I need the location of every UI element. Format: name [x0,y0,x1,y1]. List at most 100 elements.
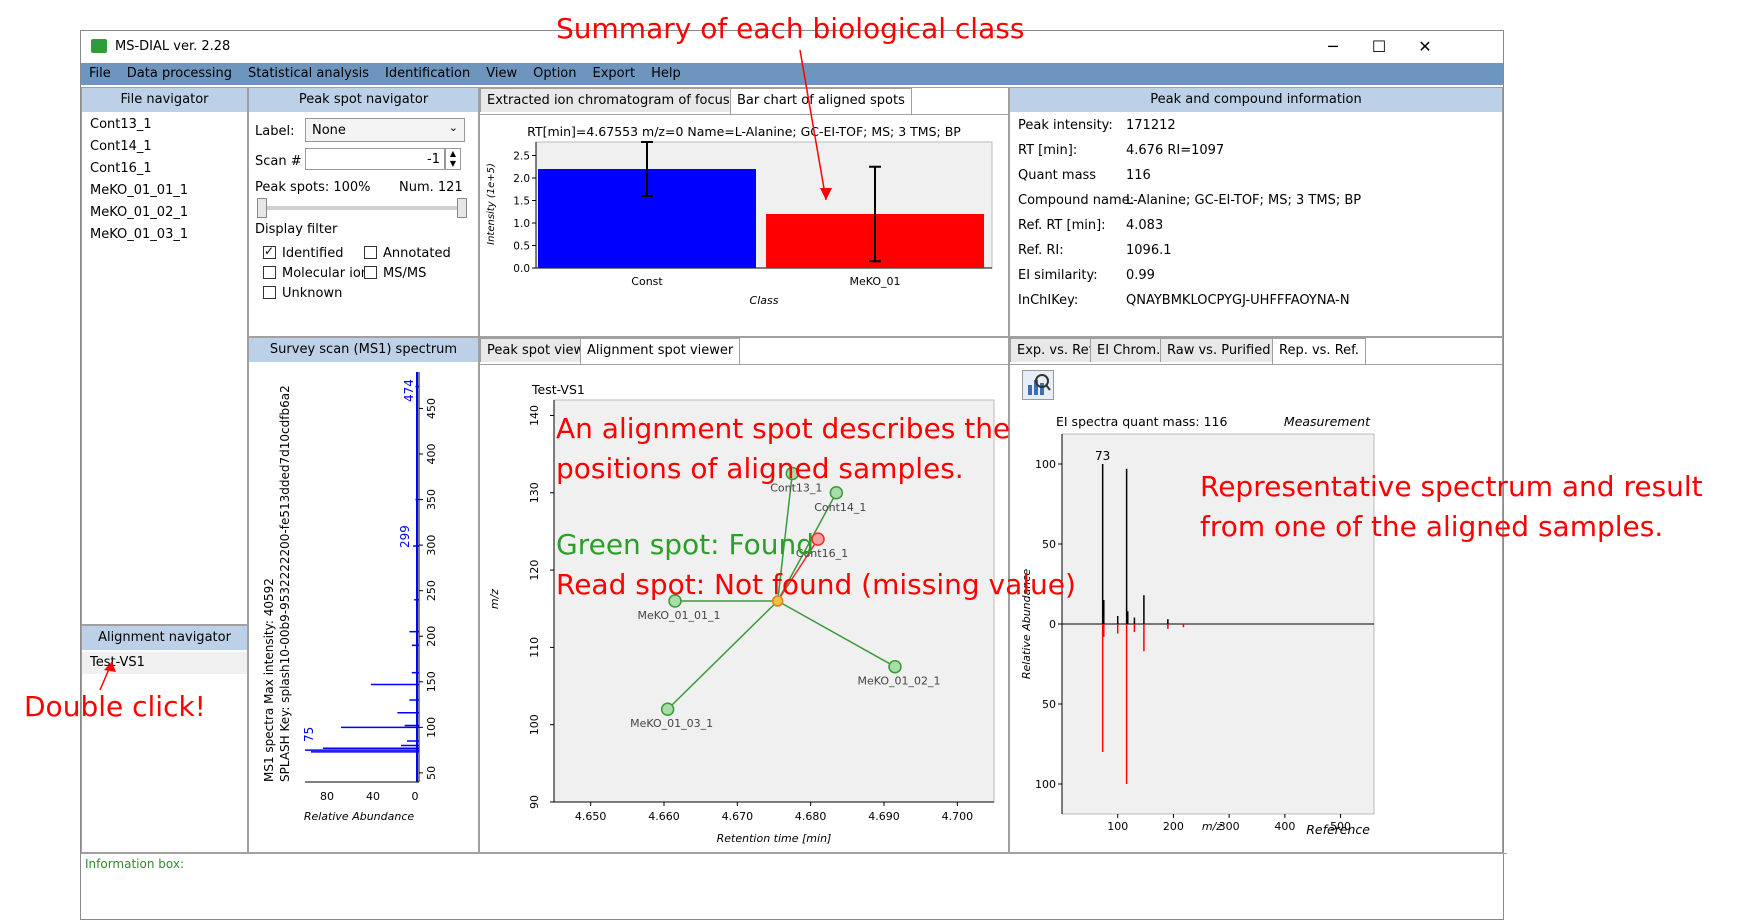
info-key: Ref. RI: [1018,243,1064,258]
spectrum-title: EI spectra quant mass: 116 [1056,414,1228,429]
menu-file[interactable]: File [89,66,111,81]
file-item[interactable]: MeKO_01_01_1 [90,183,189,198]
spec-y-tick-label: 50 [1042,698,1056,711]
sample-spot [829,486,844,500]
info-value: L-Alanine; GC-EI-TOF; MS; 3 TMS; BP [1126,193,1362,208]
filter-molecular-ion[interactable]: Molecular ion [263,266,369,281]
checkbox-icon[interactable] [263,266,276,279]
peak-spot-range-slider[interactable] [259,206,463,210]
filter-msms[interactable]: MS/MS [364,266,426,281]
alignment-navigator-panel: Alignment navigator Test-VS1 [81,625,248,853]
annotation-representative-line2: from one of the aligned samples. [1200,510,1664,543]
sample-spot [811,532,825,546]
menu-view[interactable]: View [486,66,518,81]
chevron-down-icon: ⌄ [448,121,458,134]
menu-export[interactable]: Export [592,66,636,81]
file-item[interactable]: Cont16_1 [90,161,152,176]
alignment-link [777,600,896,668]
maximize-button[interactable]: ☐ [1371,37,1387,56]
annotation-red-spot: Read spot: Not found (missing value) [556,568,1076,601]
scan-stepper[interactable]: ▲ ▼ [445,148,461,170]
file-item[interactable]: MeKO_01_03_1 [90,227,189,242]
close-button[interactable]: ✕ [1418,37,1432,56]
bar-y-tick-label: 2.0 [513,173,530,185]
checkbox-icon[interactable] [364,266,377,279]
file-item[interactable]: Cont13_1 [90,117,152,132]
alignment-scatter-plot[interactable]: Test-VS1 m/z Retention time [min] 4.650 4… [480,364,1008,852]
scatter-y-tick-label: 100 [528,714,541,735]
scan-value: -1 [427,152,440,167]
alignment-link [776,473,794,602]
ms1-y-tick-label: 300 [425,535,438,556]
scatter-y-tick-label: 140 [528,405,541,426]
display-filter-caption: Display filter [255,222,338,237]
filter-identified[interactable]: Identified [263,244,343,261]
spec-y-tick-label: 50 [1042,538,1056,551]
info-key: Peak intensity: [1018,118,1113,133]
info-key: RT [min]: [1018,143,1078,158]
bar-chart-panel: Extracted ion chromatogram of focused sp… [479,87,1009,337]
tab-rep-vs-ref[interactable]: Rep. vs. Ref. [1272,338,1366,364]
checkbox-icon[interactable] [263,286,276,299]
alignment-link [777,492,837,602]
scatter-y-label: m/z [488,589,501,609]
ms1-y-tick-label: 400 [425,444,438,465]
minimize-button[interactable]: ─ [1328,37,1338,56]
bar-chart: RT[min]=4.67553 m/z=0 Name=L-Alanine; GC… [486,124,993,307]
scatter-x-tick-label: 4.690 [868,810,900,823]
slider-handle-left[interactable] [257,198,267,218]
bar-y-tick-label: 0.5 [513,241,530,253]
annotation-alignment-line2: positions of aligned samples. [556,452,964,485]
file-item[interactable]: Cont14_1 [90,139,152,154]
sample-spot [888,659,902,674]
tab-alignment-spot-viewer[interactable]: Alignment spot viewer [580,338,741,364]
compound-info-title: Peak and compound information [1010,88,1502,112]
sample-spot-label: Cont16_1 [796,547,848,560]
chart-zoom-icon[interactable] [1022,370,1054,400]
menu-help[interactable]: Help [651,66,681,81]
menu-identification[interactable]: Identification [385,66,471,81]
scatter-y-tick-label: 120 [528,560,541,581]
filter-label: Molecular ion [282,266,370,281]
scan-input[interactable]: -1 [305,148,445,170]
tab-raw-vs-purified[interactable]: Raw vs. Purified [1160,338,1278,362]
spec-x-tick-label: 200 [1163,820,1184,833]
scan-caption: Scan # [255,154,302,169]
file-navigator-panel: File navigator Cont13_1 Cont14_1 Cont16_… [81,87,248,625]
ms1-y-tick-label: 250 [425,580,438,601]
ms1-y-tick-label: 200 [425,626,438,647]
spec-x-tick-label: 500 [1330,820,1351,833]
alignment-item-test-vs1[interactable]: Test-VS1 [82,652,247,674]
info-key: EI similarity: [1018,268,1098,283]
checkbox-checked-icon[interactable] [263,244,276,259]
menu-data-processing[interactable]: Data processing [126,66,232,81]
scatter-y-tick-label: 130 [528,482,541,503]
tab-bar-chart[interactable]: Bar chart of aligned spots [730,88,912,114]
file-item[interactable]: MeKO_01_02_1 [90,205,189,220]
sample-spot [660,702,675,716]
alignment-navigator-title: Alignment navigator [82,626,247,650]
annotation-representative-line1: Representative spectrum and result [1200,470,1703,503]
sample-spot [668,594,682,608]
spec-x-tick-label: 300 [1219,820,1240,833]
sample-spot-label: MeKO_01_02_1 [857,675,940,688]
filter-unknown[interactable]: Unknown [263,286,342,301]
menu-option[interactable]: Option [533,66,577,81]
label-select[interactable]: None ⌄ [305,118,465,142]
tab-exp-vs-ref[interactable]: Exp. vs. Ref. [1010,338,1104,362]
info-key: Compound name: [1018,193,1135,208]
sample-spot [785,466,800,481]
spec-y-tick-label: 0 [1049,618,1056,631]
checkbox-icon[interactable] [364,246,377,259]
menu-statistical-analysis[interactable]: Statistical analysis [248,66,369,81]
slider-handle-right[interactable] [457,198,467,218]
ms1-y-tick-label: 50 [425,766,438,780]
center-bottom-tabs: Peak spot viewer Alignment spot viewer [480,338,1008,365]
filter-annotated[interactable]: Annotated [364,246,451,261]
sample-spot-label: Cont13_1 [770,481,822,494]
tab-ei-chrom[interactable]: EI Chrom. [1090,338,1168,362]
spectrum-plot: EI spectra quant mass: 116 Measurement R… [1020,414,1375,837]
ms1-peak-label: 75 [302,727,316,742]
ms1-x-tick: 0 [412,790,419,803]
scatter-y-tick-label: 90 [528,795,541,809]
